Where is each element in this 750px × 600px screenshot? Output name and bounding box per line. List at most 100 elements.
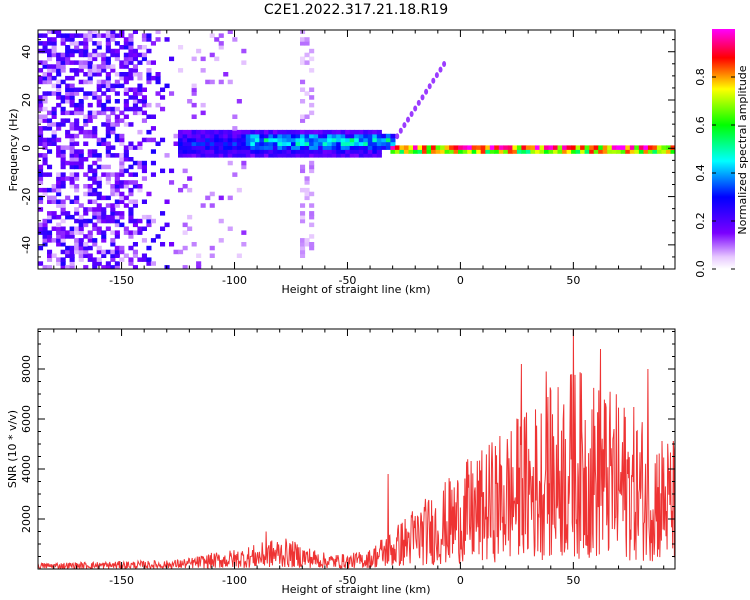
- spectrogram-cell: [259, 129, 265, 135]
- spectrogram-cell: [209, 245, 215, 251]
- spectrogram-cell: [413, 149, 419, 154]
- spectrogram-cell: [494, 149, 500, 154]
- spectrogram-cell: [187, 176, 193, 181]
- spectrogram-cell: [363, 133, 369, 139]
- spectrogram-cell: [272, 149, 278, 154]
- spectrogram-cell: [128, 87, 134, 92]
- spectrogram-cell: [65, 48, 71, 54]
- spectrogram-cell: [358, 141, 364, 146]
- spectrogram-cell: [336, 137, 342, 143]
- spectrogram-cell: [137, 160, 143, 166]
- spectrogram-cell: [123, 168, 129, 174]
- spectrogram-cell: [277, 133, 283, 139]
- spectrogram-cell: [65, 145, 71, 150]
- spectrogram-cell: [254, 153, 260, 158]
- spectrogram-cell: [304, 91, 310, 96]
- spectrogram-cell: [101, 234, 107, 239]
- spectrogram-cell: [69, 95, 75, 100]
- spectrogram-cell: [123, 180, 129, 185]
- spectrogram-cell: [137, 226, 143, 231]
- spectrogram-cell: [78, 41, 84, 46]
- spectrogram-cell: [47, 41, 53, 46]
- spectrogram-cell: [309, 153, 315, 158]
- spectrogram-cell: [304, 180, 310, 185]
- spectrogram-cell: [87, 245, 93, 251]
- spectrogram-cell: [69, 87, 75, 92]
- spectrogram-cell: [87, 184, 93, 189]
- spectrogram-cell: [114, 33, 120, 38]
- spectrogram-cell: [60, 157, 66, 162]
- spectrogram-cell: [263, 141, 269, 146]
- spectrogram-y-axis-label: Frequency (Hz): [7, 109, 20, 192]
- colorbar-tick-label: 0.2: [694, 212, 707, 230]
- spectrogram-cell: [128, 157, 134, 162]
- spectrogram-cell: [449, 145, 455, 150]
- spectrogram-cell: [114, 245, 120, 251]
- spectrogram-cell: [282, 129, 288, 135]
- spectrogram-cell: [196, 145, 202, 150]
- spectrogram-cell: [146, 129, 152, 135]
- spectrogram-cell: [209, 153, 215, 158]
- spectrogram-cell: [236, 253, 242, 258]
- spectrogram-cell: [128, 191, 134, 197]
- spectrogram-cell: [123, 253, 129, 258]
- spectrogram-cell: [60, 160, 66, 166]
- spectrogram-cell: [128, 122, 134, 127]
- spectrogram-cell: [105, 114, 111, 119]
- spectrogram-cell: [83, 234, 89, 239]
- spectrogram-cell: [309, 137, 315, 143]
- spectrogram-cell: [60, 106, 66, 112]
- spectrogram-cell: [119, 195, 125, 201]
- y-tick-label: 8000: [20, 355, 33, 383]
- spectrogram-cell: [114, 56, 120, 62]
- spectrogram-cell: [254, 149, 260, 154]
- x-tick-label: -100: [222, 574, 247, 587]
- spectrogram-cell: [178, 141, 184, 146]
- spectrogram-cell: [196, 133, 202, 139]
- spectrogram-cell: [74, 45, 80, 50]
- spectrogram-cell: [132, 106, 138, 112]
- spectrogram-cell: [110, 242, 116, 247]
- spectrogram-cell: [670, 145, 675, 150]
- spectrogram-cell: [485, 149, 491, 154]
- spectrogram-cell: [304, 114, 310, 119]
- spectrogram-cell: [309, 141, 315, 146]
- spectrogram-cell: [101, 218, 107, 224]
- spectrogram-cell: [47, 64, 53, 69]
- spectrogram-cell: [309, 102, 315, 108]
- spectrogram-cell: [83, 114, 89, 119]
- spectrogram-cell: [47, 257, 53, 262]
- spectrogram-cell: [282, 137, 288, 143]
- spectrogram-cell: [340, 137, 346, 143]
- spectrogram-cell: [372, 149, 378, 154]
- spectrogram-cell: [553, 149, 559, 154]
- spectrogram-cell: [182, 129, 188, 135]
- spectrogram-cell: [553, 145, 559, 150]
- spectrogram-cell: [51, 106, 57, 112]
- spectrogram-cell: [74, 176, 80, 181]
- spectrogram-cell: [507, 145, 513, 150]
- spectrogram-cell: [74, 226, 80, 231]
- spectrogram-cell: [123, 157, 129, 162]
- spectrogram-cell: [530, 145, 536, 150]
- x-tick-label: -150: [109, 574, 134, 587]
- spectrogram-cell: [56, 261, 62, 266]
- spectrogram-cell: [87, 149, 93, 154]
- spectrogram-cell: [38, 95, 44, 100]
- y-tick-label: 40: [20, 45, 33, 59]
- spectrogram-cell: [422, 145, 428, 150]
- spectrogram-cell: [74, 157, 80, 162]
- spectrogram-cell: [51, 41, 57, 46]
- spectrogram-cell: [38, 141, 44, 146]
- spectrogram-cell: [141, 226, 147, 231]
- spectrogram-cell: [119, 110, 125, 116]
- spectrogram-cell: [128, 33, 134, 38]
- spectrogram-cell: [214, 145, 220, 150]
- spectrogram-cell: [56, 257, 62, 262]
- spectrogram-cell: [96, 214, 102, 220]
- spectrogram-cell: [223, 72, 229, 77]
- spectrogram-cell: [141, 199, 147, 204]
- spectrogram-cell: [141, 45, 147, 50]
- spectrogram-cell: [209, 79, 215, 85]
- spectrogram-cell: [385, 133, 391, 139]
